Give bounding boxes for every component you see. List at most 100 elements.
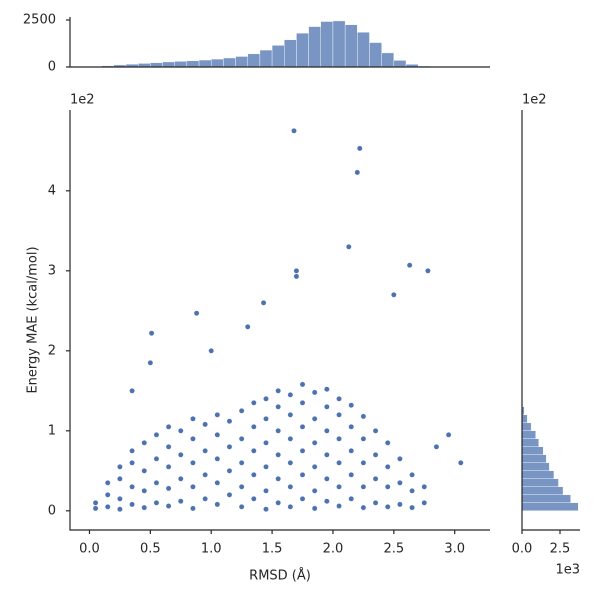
- point: [275, 428, 281, 434]
- point: [299, 496, 306, 502]
- point: [299, 424, 306, 430]
- point: [348, 424, 354, 430]
- x-tick-label: 1.5: [262, 542, 283, 557]
- point: [275, 500, 281, 506]
- point: [409, 488, 415, 494]
- point: [202, 496, 208, 502]
- x-axis-label: RMSD (Å): [249, 568, 311, 584]
- point: [311, 389, 318, 396]
- point: [336, 484, 342, 490]
- point: [190, 460, 196, 466]
- point: [445, 432, 452, 438]
- hist-bar: [259, 49, 273, 68]
- point: [421, 484, 428, 490]
- y-tick-label: 4: [48, 183, 56, 198]
- point: [397, 501, 403, 508]
- point: [348, 448, 354, 454]
- point: [311, 464, 318, 470]
- point: [214, 432, 221, 438]
- point: [287, 392, 294, 398]
- point: [311, 416, 318, 422]
- point: [263, 440, 269, 446]
- hist-bar: [521, 462, 550, 471]
- point: [148, 330, 155, 336]
- point: [129, 388, 135, 394]
- point: [238, 504, 245, 510]
- point: [153, 500, 160, 506]
- hist-bar: [174, 61, 188, 68]
- point: [336, 412, 342, 418]
- point: [356, 145, 363, 152]
- y-tick-label: 2: [48, 343, 56, 358]
- hist-bar: [320, 21, 334, 68]
- point: [324, 452, 330, 458]
- hist-bar: [381, 52, 395, 68]
- hist-bar: [521, 414, 528, 423]
- point: [153, 480, 160, 486]
- point: [92, 505, 99, 512]
- hist-bar: [369, 42, 382, 68]
- point: [287, 504, 294, 510]
- hist-bar: [296, 32, 309, 68]
- right-y-offset-label: 1e2: [522, 93, 547, 108]
- point: [263, 506, 269, 512]
- point: [178, 476, 184, 482]
- point: [425, 268, 431, 274]
- point: [384, 440, 391, 446]
- point: [311, 488, 318, 494]
- point: [354, 169, 361, 176]
- point: [208, 348, 214, 354]
- point: [336, 436, 342, 442]
- x-tick-label: 2.5: [550, 542, 571, 557]
- point: [202, 448, 208, 454]
- point: [348, 402, 354, 408]
- point: [360, 460, 367, 466]
- point: [251, 496, 257, 502]
- y-tick-label: 2500: [23, 13, 56, 28]
- point: [360, 504, 367, 511]
- point: [384, 504, 391, 510]
- point: [287, 460, 294, 466]
- point: [406, 262, 413, 268]
- point: [251, 472, 257, 478]
- hist-bar: [521, 438, 539, 447]
- hist-bar: [162, 61, 175, 68]
- point: [147, 360, 154, 366]
- point: [311, 440, 318, 446]
- point: [214, 456, 221, 462]
- point: [251, 448, 257, 454]
- hist-bar: [284, 39, 297, 68]
- point: [409, 472, 415, 478]
- point: [238, 408, 245, 414]
- point: [165, 485, 172, 492]
- point: [117, 506, 123, 512]
- x-tick-label: 2.0: [323, 542, 344, 557]
- point: [165, 424, 172, 430]
- point: [384, 464, 391, 470]
- y-offset-label: 1e2: [70, 93, 95, 108]
- point: [433, 444, 440, 450]
- point: [214, 480, 221, 486]
- point: [260, 300, 267, 306]
- point: [190, 416, 196, 422]
- point: [275, 452, 281, 458]
- y-tick-label: 3: [48, 263, 56, 278]
- point: [397, 456, 403, 462]
- x-tick-label: 1.0: [201, 542, 222, 557]
- point: [336, 460, 342, 466]
- point: [165, 444, 172, 450]
- point: [129, 460, 135, 466]
- point: [299, 400, 306, 406]
- point: [299, 472, 306, 478]
- point: [141, 468, 148, 474]
- right-x-offset-label: 1e3: [555, 563, 580, 578]
- point: [202, 472, 208, 478]
- point: [104, 492, 111, 498]
- point: [299, 381, 306, 388]
- point: [190, 436, 196, 442]
- point: [129, 501, 135, 508]
- point: [238, 484, 245, 490]
- point: [391, 292, 397, 298]
- point: [287, 436, 294, 442]
